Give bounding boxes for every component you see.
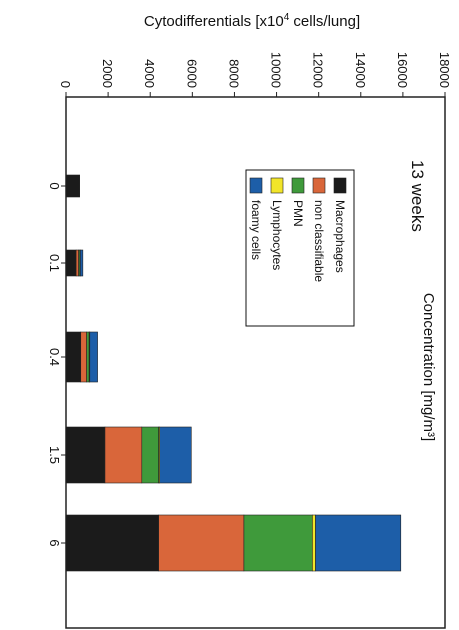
legend-swatch [312, 177, 326, 194]
legend-label: Macrophages [333, 200, 347, 273]
bar-segment-non-classifiable [80, 331, 87, 383]
category-tick-label: 0.1 [47, 254, 62, 272]
category-axis-ticks: 0 0.1 0.4 1.5 6 [47, 182, 66, 547]
legend-swatch [291, 177, 305, 194]
bar-segment-pmn [86, 331, 90, 383]
timepoint-annotation: 13 weeks [408, 160, 427, 232]
category-tick-label: 0.4 [47, 348, 62, 366]
bars [65, 174, 402, 572]
value-axis-title: Cytodifferentials [x104 cells/lung] [144, 12, 360, 30]
value-tick-label: 18000 [437, 52, 452, 88]
bar-segment-foamy-cells [89, 331, 98, 383]
value-tick-label: 4000 [142, 59, 157, 88]
value-tick-label: 0 [58, 81, 73, 88]
category-axis-title: Concentration [mg/m³] [420, 293, 437, 441]
bar-segment-macrophages [65, 426, 106, 484]
legend-label: PMN [291, 200, 305, 227]
value-tick-label: 14000 [353, 52, 368, 88]
bar-segment-pmn [243, 514, 313, 572]
category-tick-label: 0 [47, 182, 62, 189]
value-tick-label: 12000 [311, 52, 326, 88]
bar-segment-foamy-cells [159, 426, 192, 484]
bar-segment-non-classifiable [75, 249, 79, 277]
category-tick-label: 1.5 [47, 446, 62, 464]
bar-segment-foamy-cells [80, 249, 84, 277]
bar-segment-macrophages [65, 331, 82, 383]
value-tick-label: 10000 [269, 52, 284, 88]
value-axis-ticks: 0 2000 4000 6000 8000 10000 12000 14000 16000 180… [58, 52, 452, 97]
value-tick-label: 8000 [226, 59, 241, 88]
value-tick-label: 16000 [395, 52, 410, 88]
bar-segment-foamy-cells [315, 514, 402, 572]
bar-segment-non-classifiable [158, 514, 245, 572]
legend-label: non classifiable [312, 200, 326, 282]
legend-label: Lymphocytes [270, 200, 284, 270]
bar-segment-macrophages [65, 249, 77, 277]
legend: Macrophages non classifiable PMN Lymphocyte… [245, 169, 355, 327]
legend-swatch [333, 177, 347, 194]
bar-segment-macrophages [65, 514, 159, 572]
legend-label: foamy cells [249, 200, 263, 260]
bar-segment-lymphocytes [312, 514, 316, 572]
bar-segment-macrophages [65, 174, 80, 198]
legend-box [245, 169, 355, 327]
bar-segment-non-classifiable [104, 426, 143, 484]
bar-segment-pmn [141, 426, 159, 484]
category-tick-label: 6 [47, 539, 62, 546]
value-tick-label: 6000 [184, 59, 199, 88]
legend-swatch [270, 177, 284, 194]
value-tick-label: 2000 [100, 59, 115, 88]
legend-swatch [249, 177, 263, 194]
